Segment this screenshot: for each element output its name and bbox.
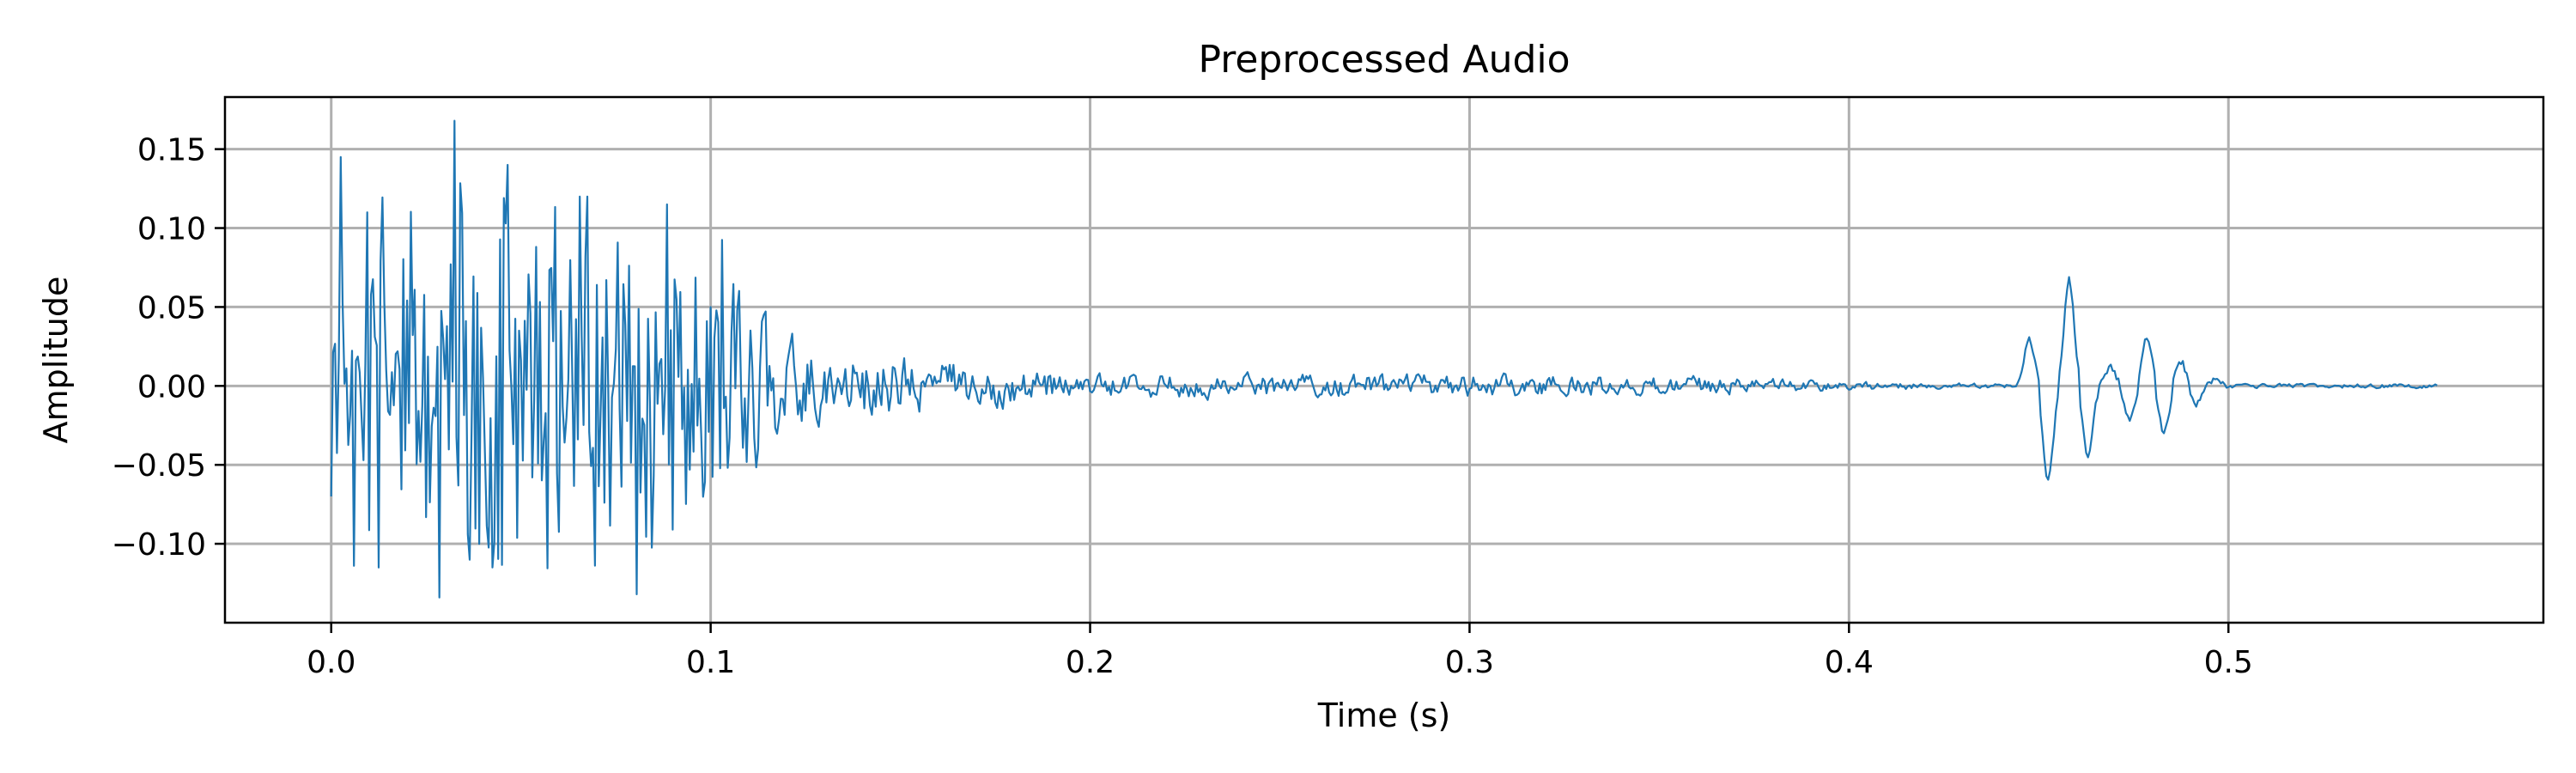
y-axis: −0.10 −0.05 0.00 0.05 0.10 0.15 [112,133,225,563]
y-axis-title: Amplitude [37,277,75,444]
y-tick-label: 0.10 [137,212,206,247]
y-tick-label: −0.05 [112,448,206,484]
y-tick-label: 0.15 [137,133,206,168]
x-axis: 0.0 0.1 0.2 0.3 0.4 0.5 [307,623,2253,680]
chart-title: Preprocessed Audio [1198,38,1570,82]
waveform-series-line [330,119,2438,599]
x-tick-label: 0.1 [686,645,735,680]
x-axis-title: Time (s) [1317,697,1451,734]
plot-area [330,119,2438,599]
y-tick-label: 0.00 [137,369,206,405]
x-tick-label: 0.0 [307,645,355,680]
x-tick-label: 0.2 [1066,645,1115,680]
axes-frame [223,95,2545,624]
x-tick-label: 0.3 [1445,645,1494,680]
x-tick-label: 0.4 [1825,645,1874,680]
x-tick-label: 0.5 [2204,645,2253,680]
y-tick-label: −0.10 [112,527,206,563]
y-tick-label: 0.05 [137,290,206,326]
